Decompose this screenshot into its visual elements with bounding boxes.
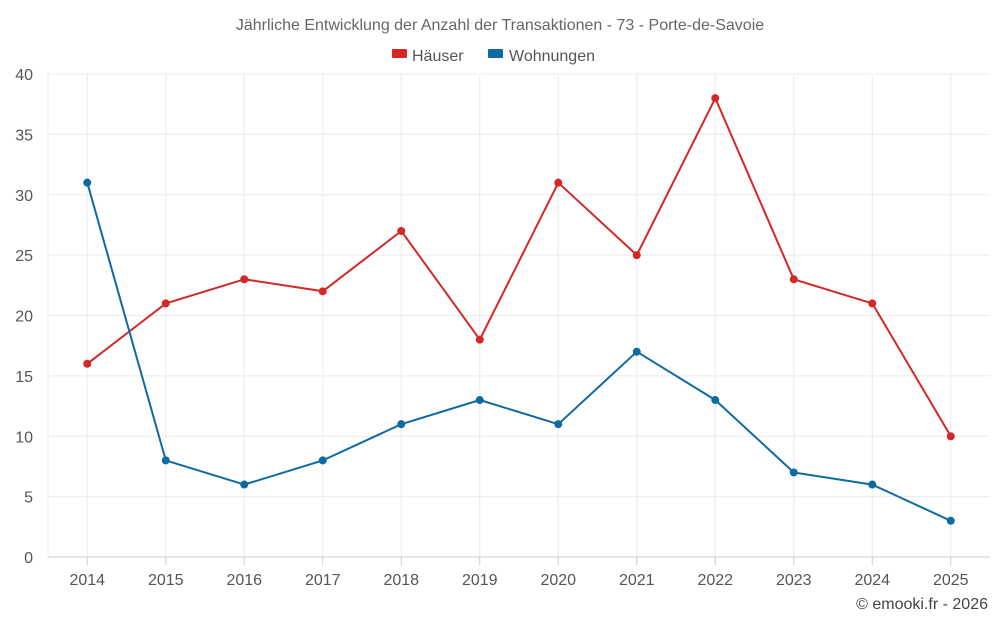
- x-tick-label: 2014: [69, 572, 105, 589]
- data-point-wohnungen[interactable]: [632, 347, 641, 356]
- data-point-haeuser[interactable]: [475, 335, 484, 344]
- y-tick-label: 10: [15, 429, 33, 446]
- data-point-haeuser[interactable]: [83, 359, 92, 368]
- x-tick-label: 2015: [148, 572, 184, 589]
- grid: [47, 73, 990, 557]
- x-tick-label: 2023: [776, 572, 812, 589]
- x-tick-label: 2021: [619, 572, 655, 589]
- series: [83, 94, 955, 525]
- data-point-wohnungen[interactable]: [789, 468, 798, 477]
- x-tick-label: 2024: [854, 572, 890, 589]
- legend-item-wohnungen[interactable]: Wohnungen: [488, 48, 595, 65]
- series-line-wohnungen: [86, 182, 952, 522]
- legend-swatch-wohnungen: [488, 49, 503, 58]
- data-point-wohnungen[interactable]: [161, 456, 170, 465]
- legend-swatch-haeuser: [392, 49, 407, 58]
- data-point-haeuser[interactable]: [240, 275, 249, 284]
- data-point-haeuser[interactable]: [711, 94, 720, 103]
- y-tick-label: 0: [24, 550, 33, 567]
- credit-text: © emooki.fr - 2026: [856, 596, 988, 613]
- x-tick-label: 2018: [383, 572, 419, 589]
- legend-item-haeuser[interactable]: Häuser: [392, 48, 464, 65]
- y-tick-label: 30: [15, 188, 33, 205]
- x-tick-label: 2017: [305, 572, 341, 589]
- legend-label-wohnungen: Wohnungen: [509, 48, 595, 65]
- y-tick-label: 15: [15, 369, 33, 386]
- chart-title: Jährliche Entwicklung der Anzahl der Tra…: [236, 17, 764, 34]
- y-tick-label: 35: [15, 127, 33, 144]
- legend-label-haeuser: Häuser: [412, 48, 464, 65]
- y-tick-label: 40: [15, 67, 33, 84]
- data-point-haeuser[interactable]: [789, 275, 798, 284]
- data-point-haeuser[interactable]: [632, 251, 641, 260]
- data-point-wohnungen[interactable]: [397, 420, 406, 429]
- data-point-haeuser[interactable]: [868, 299, 877, 308]
- series-haeuser: [83, 94, 955, 441]
- data-point-haeuser[interactable]: [397, 226, 406, 235]
- data-point-wohnungen[interactable]: [240, 480, 249, 489]
- x-tick-label: 2022: [697, 572, 733, 589]
- x-tick-label: 2016: [226, 572, 262, 589]
- x-tick-label: 2020: [540, 572, 576, 589]
- data-point-wohnungen[interactable]: [711, 396, 720, 405]
- x-tick-label: 2019: [462, 572, 498, 589]
- y-tick-label: 25: [15, 248, 33, 265]
- data-point-wohnungen[interactable]: [946, 516, 955, 525]
- data-point-wohnungen[interactable]: [868, 480, 877, 489]
- data-point-haeuser[interactable]: [946, 432, 955, 441]
- series-line-haeuser: [86, 97, 952, 437]
- x-tick-label: 2025: [933, 572, 969, 589]
- y-tick-label: 5: [24, 490, 33, 507]
- data-point-wohnungen[interactable]: [318, 456, 327, 465]
- data-point-wohnungen[interactable]: [475, 396, 484, 405]
- series-wohnungen: [83, 178, 955, 525]
- data-point-haeuser[interactable]: [554, 178, 563, 187]
- data-point-wohnungen[interactable]: [83, 178, 92, 187]
- data-point-haeuser[interactable]: [161, 299, 170, 308]
- data-point-haeuser[interactable]: [318, 287, 327, 296]
- data-point-wohnungen[interactable]: [554, 420, 563, 429]
- legend: Häuser Wohnungen: [392, 48, 595, 65]
- y-tick-label: 20: [15, 309, 33, 326]
